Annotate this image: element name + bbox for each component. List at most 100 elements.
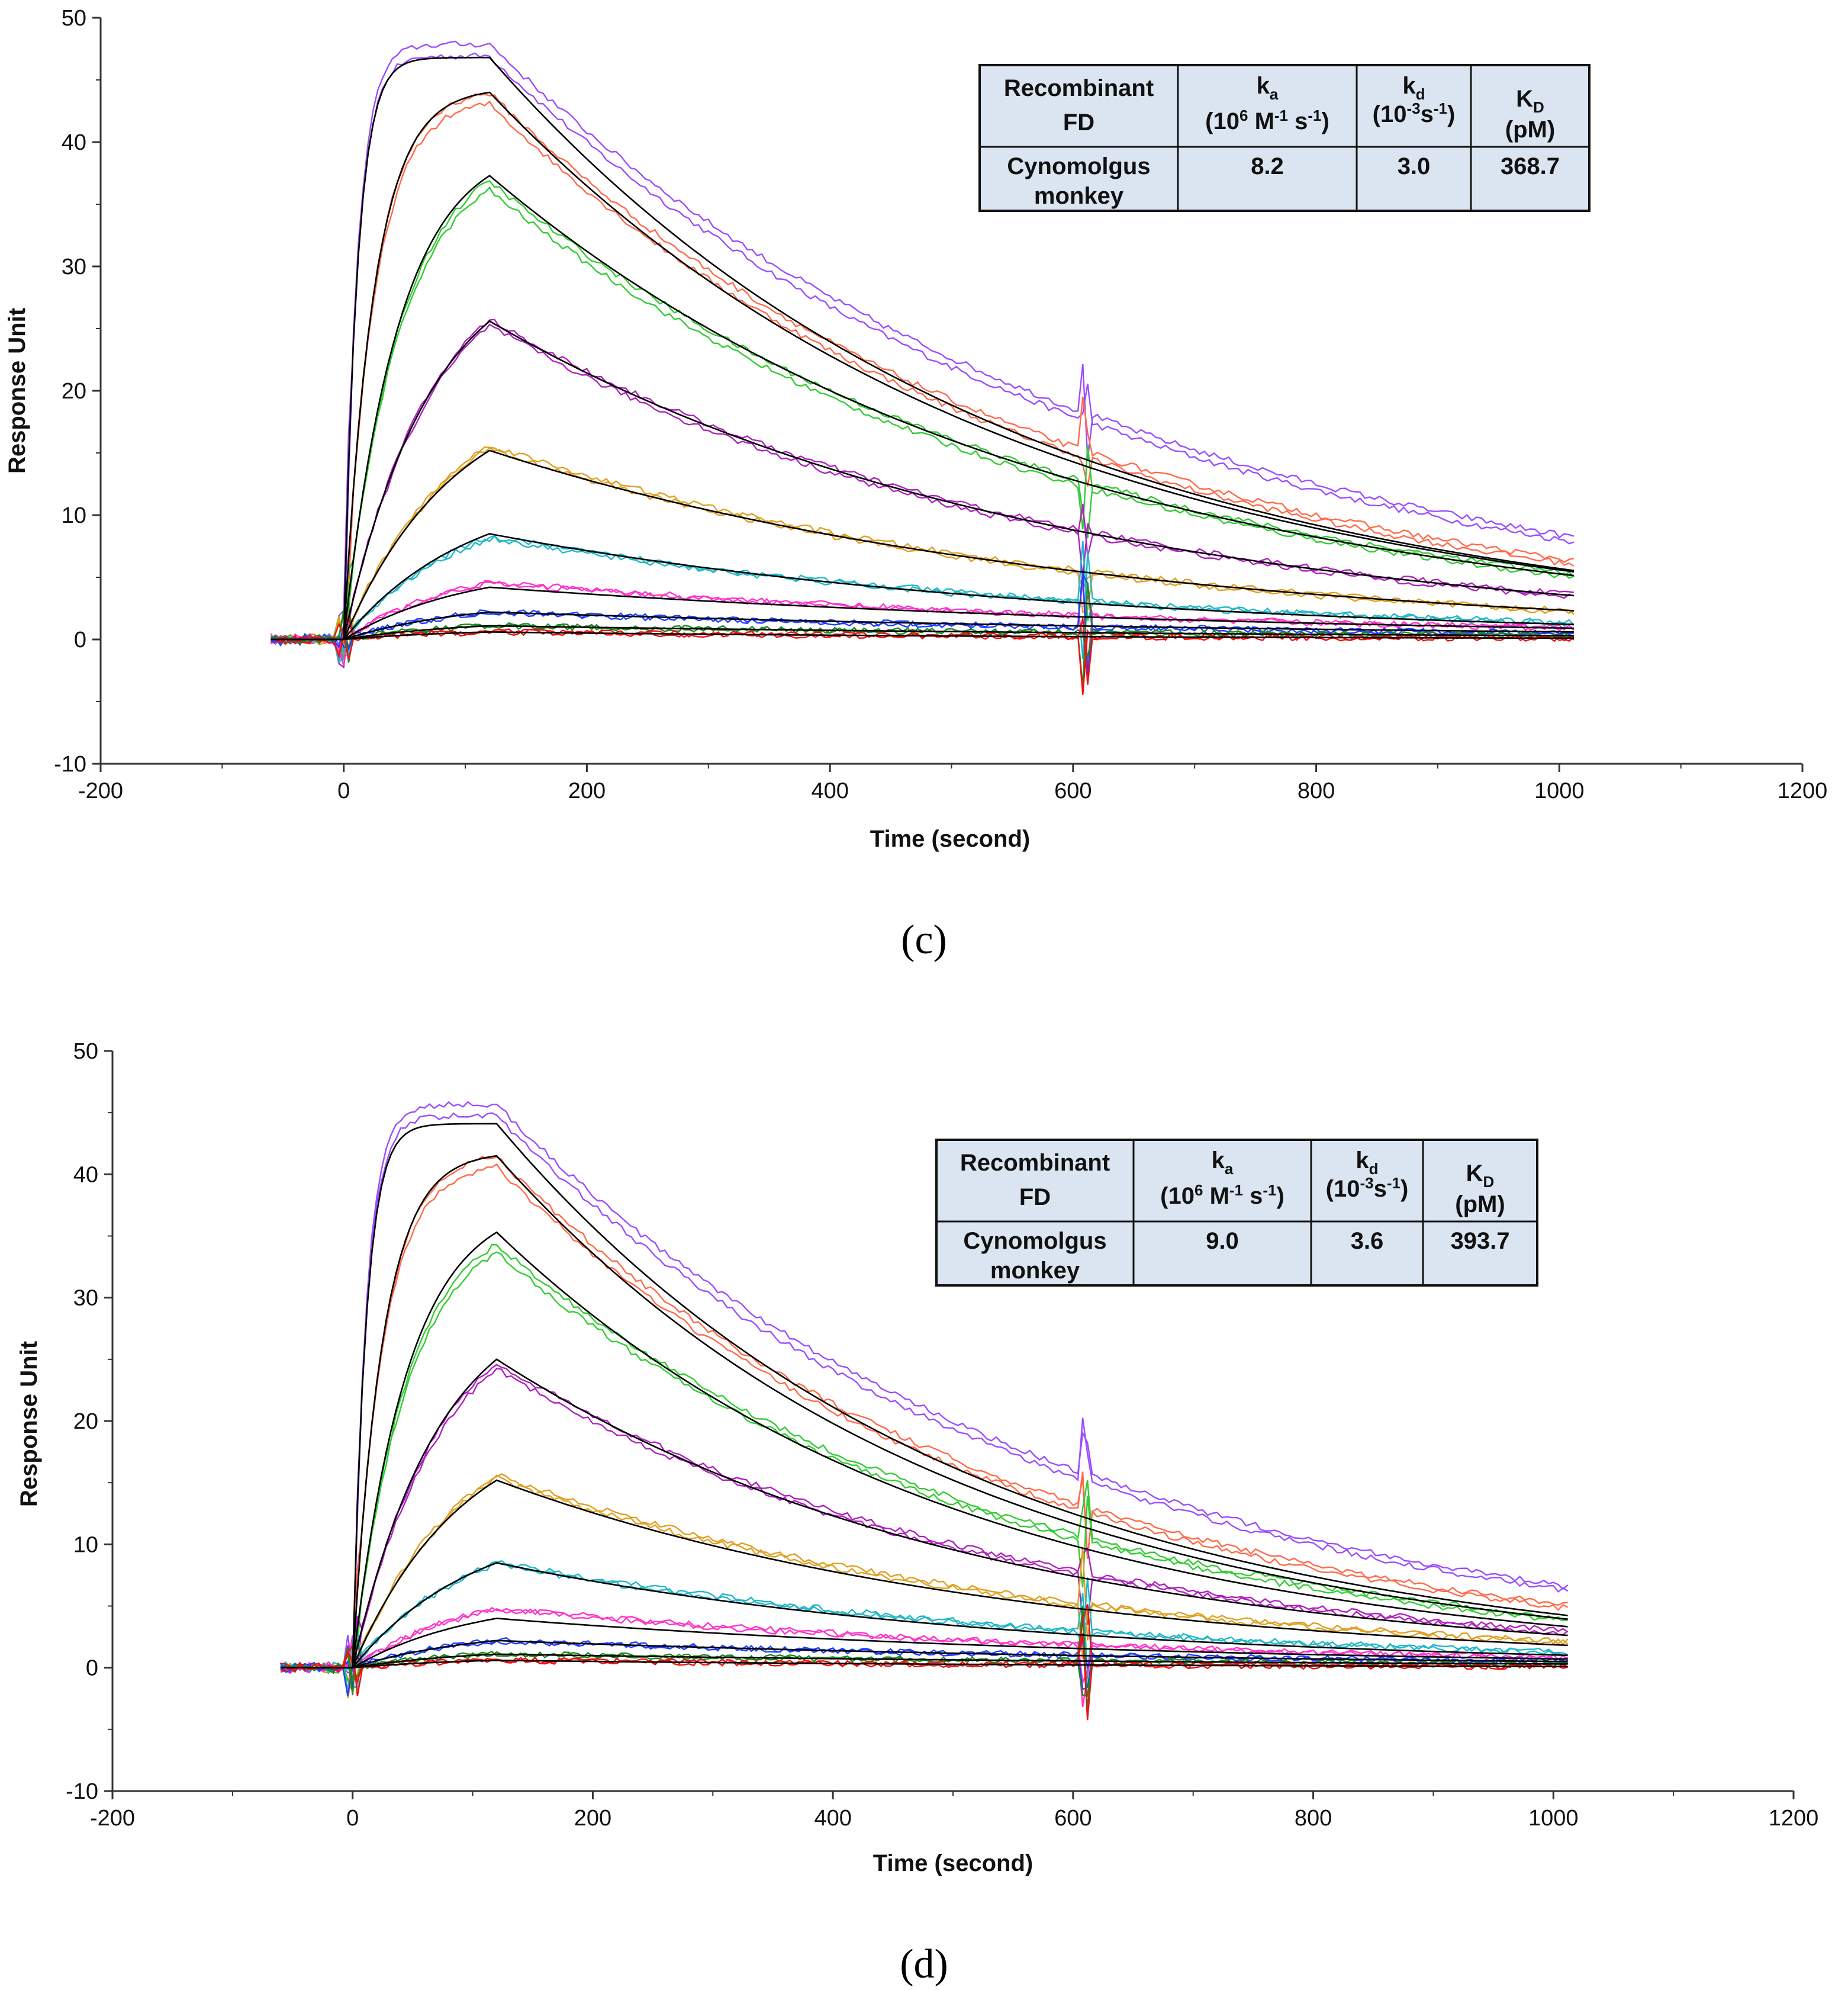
table-cell-species-2: monkey [990,1258,1080,1284]
fit-curve-10 [271,631,1574,641]
y-tick-label: 30 [62,255,86,279]
kd-unit-sup: -1 [1434,99,1447,117]
fit-curve-2 [271,91,1575,641]
ka-unit-part: (10 [1205,108,1239,134]
table-header-kd-unit: (10-3s-1) [1326,1174,1409,1202]
series-conc-5 [280,1473,1569,1689]
ka-unit-sup: -1 [1274,107,1288,124]
x-tick-label: 1200 [1769,1806,1819,1831]
fit-curve-10 [281,1659,1568,1668]
table-cell-species: Cynomolgus [963,1228,1106,1254]
series-conc-1 [280,1112,1569,1675]
table-cell-species-2: monkey [1034,183,1124,209]
kd-unit-sup: -3 [1360,1174,1373,1192]
x-tick-label: 1000 [1534,779,1585,803]
fit-curve-6 [271,533,1574,641]
KD-symbol: K [1466,1160,1483,1187]
x-tick-label: 1200 [1778,779,1828,803]
x-tick-label: 400 [811,779,848,803]
series-conc-2 [280,1163,1569,1671]
series-conc-3 [270,186,1575,657]
series-conc-3 [280,1251,1569,1687]
kd-unit-part: s [1374,1176,1387,1202]
kd-unit-part: (10 [1326,1176,1360,1202]
x-tick-label: 800 [1295,1806,1332,1831]
y-tick-label: 0 [86,1656,98,1681]
kd-unit-part: ) [1447,101,1455,127]
ka-symbol: k [1257,73,1270,99]
series-conc-1 [271,40,1575,661]
fit-curve-8 [271,611,1574,641]
fit-curve-5 [281,1479,1568,1668]
ka-unit-part: (10 [1160,1183,1195,1209]
x-tick-label: 1000 [1528,1806,1579,1831]
fit-curve-7 [271,586,1574,641]
y-tick-label: 20 [73,1409,98,1434]
fit-curve-6 [281,1562,1568,1668]
ka-unit-sup: 6 [1239,107,1248,124]
KD-subscript: D [1533,98,1544,116]
y-tick-label: -10 [54,752,86,777]
chart-panel-d: 50 40 30 20 10 0 -10-200 0 200 400 600 800 1000 1200 T… [16,1039,1818,1987]
series-conc-7 [280,1607,1569,1683]
table-header-recombinant: Recombinant [1004,75,1154,101]
kd-symbol: k [1356,1147,1369,1174]
fit-curve-2 [281,1155,1568,1668]
fit-curve-9 [281,1653,1568,1668]
table-cell-ka: 8.2 [1251,153,1284,179]
ka-unit-part: M [1248,108,1274,134]
kd-unit-part: s [1421,101,1434,127]
table-header-ka: ka [1257,73,1279,103]
table-header-ka: ka [1212,1147,1234,1178]
fit-curve-4 [281,1358,1568,1668]
x-tick-label: 200 [568,779,606,803]
table-header-recombinant: Recombinant [960,1150,1110,1176]
table-cell-kd: 3.0 [1398,153,1431,179]
y-tick-label: 50 [62,6,86,31]
table-frame [935,1139,1538,1287]
table-header-kd: kd [1356,1147,1378,1178]
series-conc-2 [270,100,1575,655]
x-tick-label: 800 [1298,779,1335,803]
kd-subscript: d [1369,1160,1379,1178]
y-tick-label: 30 [73,1286,98,1311]
ka-subscript: a [1225,1160,1234,1178]
series-conc-1 [280,1101,1569,1674]
x-tick-label: 600 [1054,779,1092,803]
kd-unit-part: ) [1401,1176,1408,1202]
panel-label: (c) [901,917,947,963]
y-tick-label: 40 [62,130,86,155]
series-conc-4 [270,323,1575,664]
ka-unit-sup: -1 [1229,1181,1243,1199]
ka-unit-part: s [1288,108,1308,134]
kd-symbol: k [1402,73,1416,99]
table-header-KD: KD [1466,1160,1495,1191]
y-tick-label: 50 [73,1039,98,1064]
table-header-fd: FD [1063,110,1094,136]
panel-label: (d) [900,1941,948,1987]
ka-unit-sup: -1 [1263,1181,1276,1199]
x-tick-label: -200 [90,1806,135,1831]
fit-curve-9 [271,625,1574,641]
fit-curve-8 [281,1639,1568,1668]
table-cell-KD: 368.7 [1501,153,1560,179]
x-axis-title: Time (second) [870,826,1030,852]
y-axis-title: Response Unit [4,308,30,474]
series-conc-7 [270,580,1575,657]
series-conc-10 [280,1604,1569,1697]
fit-curve-3 [281,1231,1568,1668]
table-cell-kd: 3.6 [1351,1228,1384,1254]
ka-unit-part: s [1243,1183,1263,1209]
y-tick-label: 10 [73,1532,98,1557]
table-header-KD-unit: (pM) [1505,117,1555,143]
series-conc-5 [271,446,1575,650]
fit-curve-7 [281,1617,1568,1668]
table-header-kd-unit: (10-3s-1) [1373,99,1456,127]
table-cell-KD: 393.7 [1450,1228,1509,1254]
y-tick-label: 0 [74,628,86,652]
x-tick-label: -200 [78,779,123,803]
series-conc-3 [279,1243,1568,1692]
series-conc-8 [271,573,1575,649]
x-tick-label: 600 [1054,1806,1092,1831]
